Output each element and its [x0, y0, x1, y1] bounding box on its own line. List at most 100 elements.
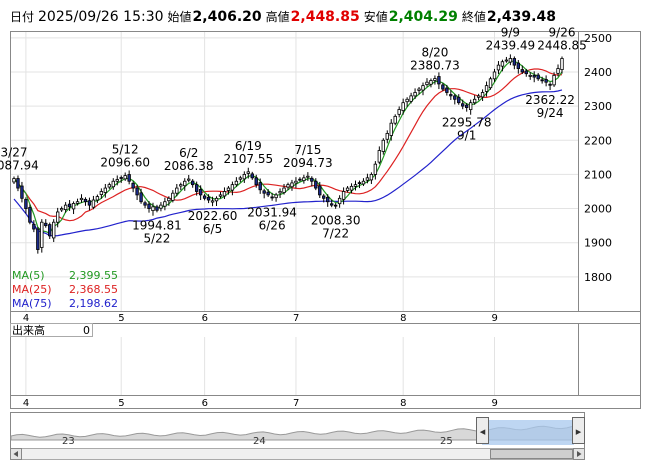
scroll-right-button[interactable]	[573, 448, 585, 460]
candle-body	[210, 200, 215, 203]
candle-body	[492, 71, 497, 80]
candle-body	[540, 79, 544, 82]
candle-82	[337, 195, 342, 208]
candle-body	[55, 211, 60, 223]
volume-label: 出来高	[12, 323, 45, 337]
annotation-value-44: 2086.38	[164, 159, 214, 173]
y-tick-2200: 2200	[584, 134, 612, 147]
candle-48	[202, 193, 207, 201]
candle-body	[79, 197, 84, 201]
candle-30	[131, 181, 135, 193]
legend-ma25-value: 2,368.55	[69, 283, 118, 296]
candle-63	[262, 188, 266, 199]
candle-119	[484, 81, 489, 97]
navigator-year-23: 23	[62, 436, 75, 447]
candle-35	[151, 202, 155, 216]
candle-body	[318, 185, 322, 196]
candle-16	[75, 198, 80, 206]
annotation-date-74: 7/15	[294, 143, 321, 157]
annotation-value-106: 2380.73	[410, 59, 460, 73]
candle-body	[385, 133, 389, 140]
candle-body	[536, 74, 540, 80]
x-tick2-7: 7	[293, 398, 299, 409]
candle-89	[365, 173, 370, 184]
candle-body	[357, 182, 362, 185]
scroll-left-button[interactable]	[10, 448, 22, 460]
candle-body	[508, 58, 513, 63]
navigator-year-25: 25	[440, 436, 453, 447]
y-tick-2400: 2400	[584, 66, 612, 79]
candle-42	[179, 182, 183, 191]
navigator-left-handle[interactable]: ◂	[476, 417, 489, 444]
y-tick-2000: 2000	[584, 203, 612, 216]
candle-body	[52, 221, 56, 239]
candle-body	[171, 192, 175, 201]
candle-57	[238, 175, 243, 183]
annotation-date-36: 5/22	[143, 231, 170, 245]
close-value: 2,439.48	[486, 9, 556, 25]
candle-137	[556, 64, 560, 77]
candle-49	[206, 194, 211, 204]
candle-body	[187, 178, 191, 181]
candle-body	[198, 189, 203, 196]
candle-85	[349, 183, 354, 194]
annotation-date-138: 9/26	[549, 25, 576, 39]
ma-legend: MA(5) 2,399.55 MA(25) 2,368.55 MA(75) 2,…	[12, 269, 118, 310]
candle-23	[103, 183, 108, 198]
candle-7	[40, 219, 44, 253]
candle-body	[548, 83, 552, 86]
candle-51	[214, 196, 219, 206]
candle-21	[95, 194, 100, 204]
candle-8	[44, 219, 48, 228]
x-tick2-9: 9	[491, 398, 497, 409]
candle-135	[548, 82, 552, 90]
candle-33	[143, 200, 147, 209]
candle-body	[242, 174, 247, 180]
candle-body	[401, 102, 405, 111]
candle-body	[131, 182, 135, 189]
candle-body	[552, 74, 556, 86]
candle-body	[488, 78, 493, 89]
candle-100	[409, 92, 413, 104]
candle-body	[528, 74, 532, 77]
annotation-value-138: 2448.85	[537, 38, 587, 52]
candle-54	[226, 186, 231, 195]
candle-115	[468, 99, 473, 115]
candle-114	[465, 103, 469, 112]
candle-73	[302, 174, 306, 184]
candle-body	[556, 68, 560, 74]
candle-body	[353, 184, 358, 187]
candle-29	[127, 170, 131, 185]
candle-136	[552, 72, 556, 87]
candle-128	[520, 65, 524, 75]
candle-38	[163, 197, 167, 211]
candle-43	[183, 178, 187, 191]
candle-122	[496, 61, 501, 75]
scrollbar-thumb[interactable]	[490, 449, 573, 459]
candle-129	[524, 68, 528, 77]
candle-body	[63, 204, 68, 210]
candle-123	[500, 59, 505, 72]
volume-label-box	[10, 323, 93, 337]
close-label: 終値	[461, 10, 486, 24]
candle-109	[445, 84, 449, 96]
navigator-right-handle[interactable]: ▸	[572, 417, 585, 444]
navigator-selection[interactable]	[482, 420, 574, 445]
candle-108	[441, 82, 445, 92]
candle-31	[135, 185, 139, 201]
candle-5	[32, 220, 36, 233]
y-tick-2500: 2500	[584, 32, 612, 45]
candle-body	[500, 61, 505, 67]
candle-body	[433, 78, 437, 81]
candle-body	[119, 177, 123, 179]
candle-124	[504, 56, 509, 63]
low-value: 2,404.29	[388, 9, 458, 25]
candle-body	[310, 177, 314, 182]
candle-27	[119, 175, 123, 183]
annotation-value-114: 2295.78	[442, 116, 492, 130]
candle-body	[238, 177, 243, 180]
candle-71	[294, 177, 298, 189]
candle-52	[218, 191, 223, 199]
candle-body	[369, 174, 374, 181]
